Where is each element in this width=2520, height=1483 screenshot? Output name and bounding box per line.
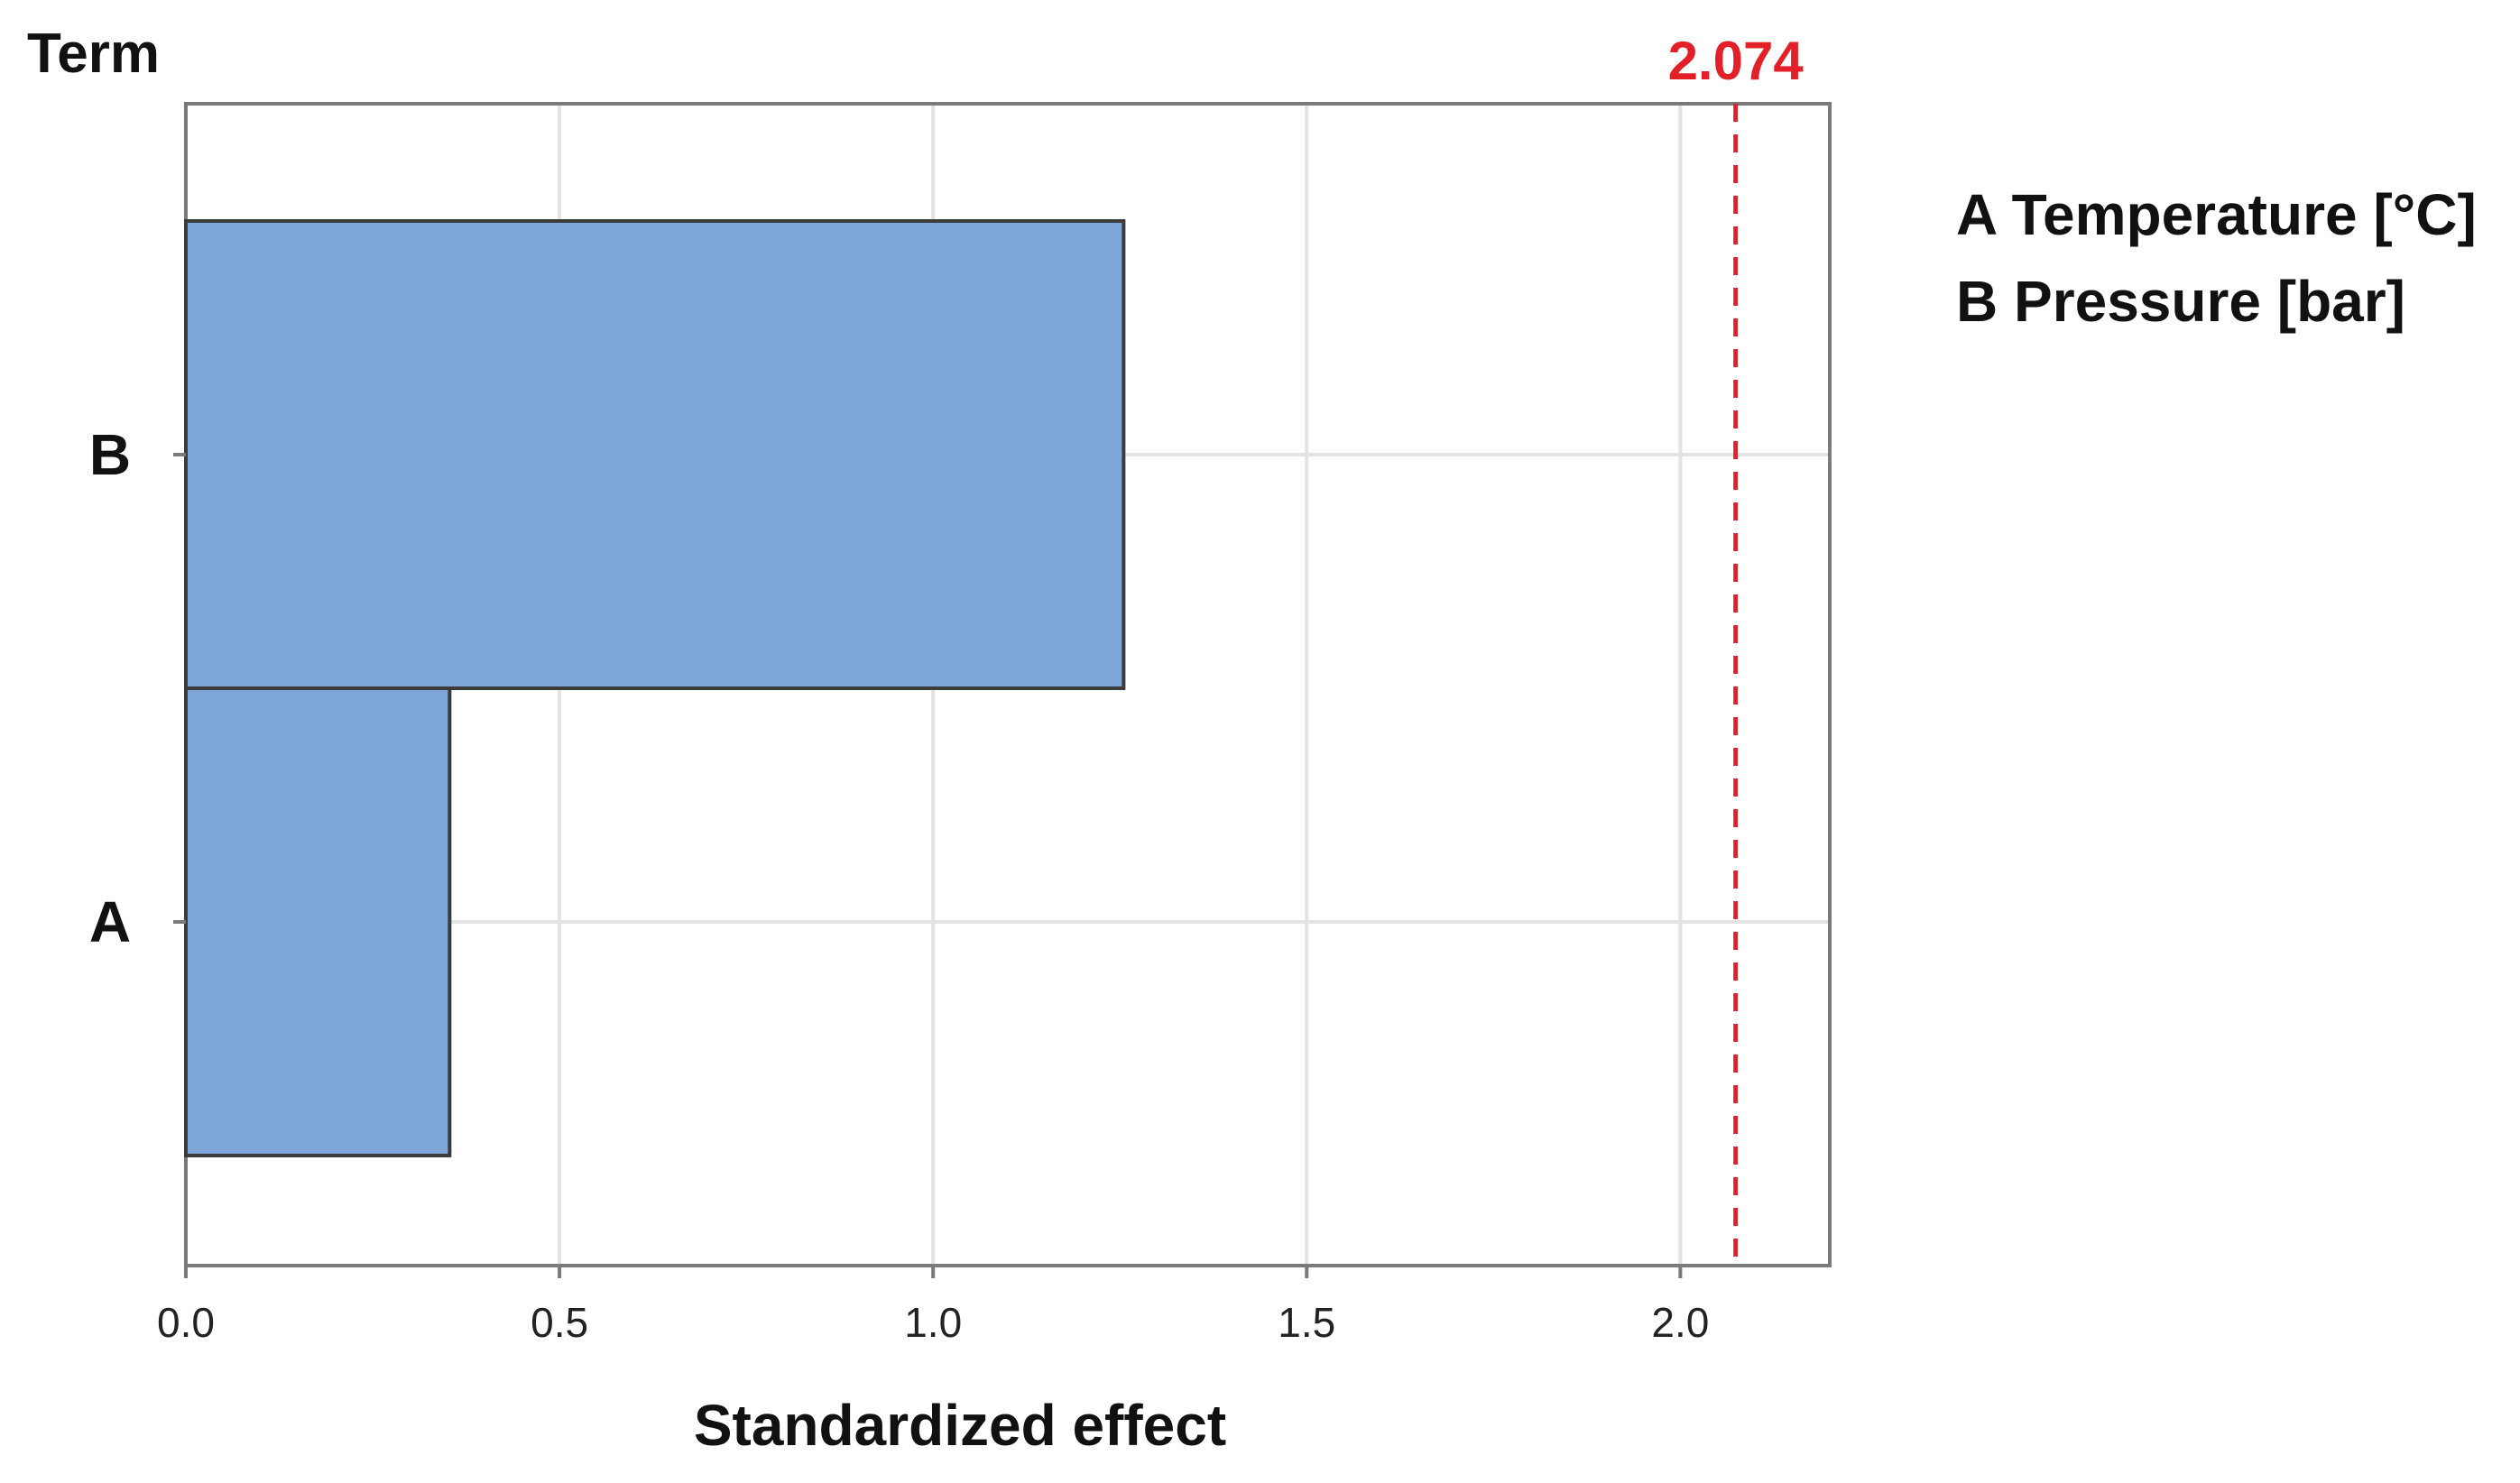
x-tick-label: 0.5 xyxy=(531,1299,588,1346)
x-axis-title: Standardized effect xyxy=(694,1393,1226,1458)
legend-key-a: A xyxy=(1956,182,1996,247)
x-ticks: 0.0 0.5 1.0 1.5 2.0 xyxy=(157,1266,1709,1346)
y-tick-label-a: A xyxy=(89,889,131,954)
x-tick-label: 2.0 xyxy=(1651,1299,1709,1346)
legend-entry-b: B Pressure [bar] xyxy=(1956,258,2477,345)
y-tick-label-b: B xyxy=(89,422,131,487)
legend-label-a: Temperature [°C] xyxy=(2011,182,2477,247)
x-tick-label: 1.0 xyxy=(904,1299,962,1346)
y-ticks: BA xyxy=(89,422,186,954)
y-axis-title: Term xyxy=(27,23,160,85)
bar-a xyxy=(184,686,452,1157)
bar-b xyxy=(184,219,1126,690)
legend: A Temperature [°C] B Pressure [bar] xyxy=(1956,171,2477,345)
legend-entry-a: A Temperature [°C] xyxy=(1956,171,2477,258)
bars xyxy=(184,219,1126,1157)
reference-line-label: 2.074 xyxy=(1668,31,1805,91)
legend-label-b: Pressure [bar] xyxy=(2014,269,2405,334)
x-tick-label: 1.5 xyxy=(1278,1299,1335,1346)
x-tick-label: 0.0 xyxy=(157,1299,215,1346)
legend-key-b: B xyxy=(1956,269,1998,334)
